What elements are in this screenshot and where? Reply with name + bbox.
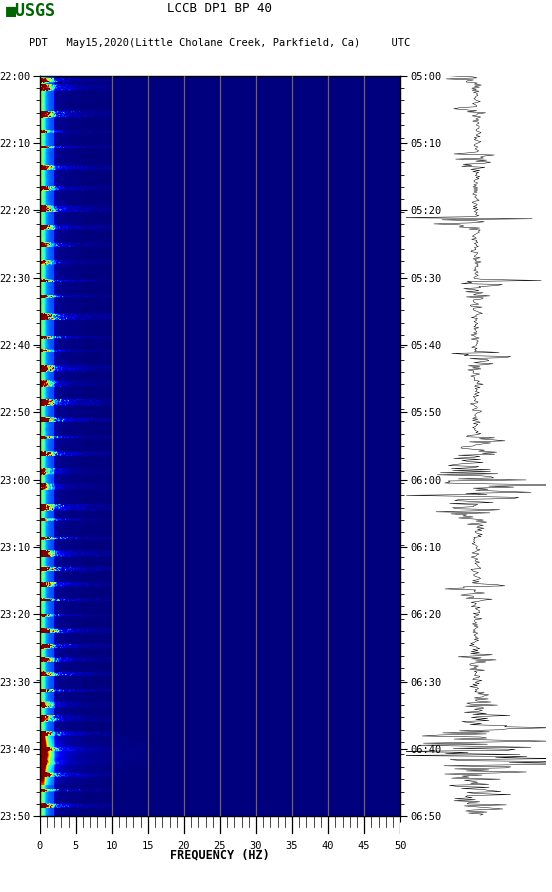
Text: ■USGS: ■USGS: [6, 2, 56, 20]
Text: FREQUENCY (HZ): FREQUENCY (HZ): [170, 848, 270, 862]
Text: 35: 35: [286, 840, 298, 851]
Text: 15: 15: [142, 840, 154, 851]
Text: 40: 40: [322, 840, 335, 851]
Text: 25: 25: [214, 840, 226, 851]
Text: 0: 0: [36, 840, 43, 851]
Text: 45: 45: [358, 840, 370, 851]
Text: 30: 30: [250, 840, 262, 851]
Text: 10: 10: [105, 840, 118, 851]
Text: 5: 5: [73, 840, 79, 851]
Text: PDT   May15,2020(Little Cholane Creek, Parkfield, Ca)     UTC: PDT May15,2020(Little Cholane Creek, Par…: [29, 37, 411, 48]
Text: LCCB DP1 BP 40: LCCB DP1 BP 40: [167, 2, 273, 14]
Text: 20: 20: [178, 840, 190, 851]
Text: 50: 50: [394, 840, 406, 851]
